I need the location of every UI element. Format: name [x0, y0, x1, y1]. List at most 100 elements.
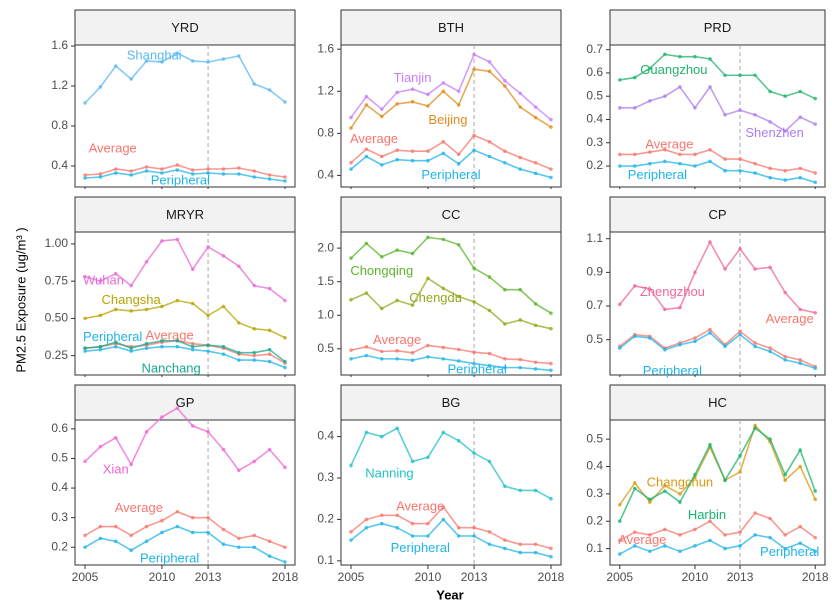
series-point — [753, 426, 757, 431]
series-point — [617, 106, 622, 110]
series-point — [708, 519, 712, 524]
series-point — [441, 151, 446, 156]
series-point — [723, 113, 727, 117]
series-point — [395, 157, 399, 162]
series-point — [768, 349, 772, 354]
series-point — [549, 311, 553, 316]
series-point — [617, 552, 622, 556]
series-point — [129, 169, 133, 173]
series-line — [619, 427, 816, 522]
series-point — [175, 509, 180, 514]
series-point — [798, 115, 802, 119]
series-point — [708, 327, 712, 332]
series-point — [798, 361, 802, 366]
series-point — [753, 423, 757, 428]
series-point — [83, 173, 87, 177]
series-point — [144, 539, 149, 544]
series-point — [753, 267, 757, 271]
y-tick-label: 0.5 — [586, 88, 603, 102]
series-line — [619, 240, 816, 314]
series-point — [783, 472, 787, 477]
series-point — [738, 332, 742, 337]
series-label: Peripheral — [643, 363, 702, 378]
y-tick-label: 0.1 — [586, 541, 603, 555]
series-point — [283, 365, 287, 370]
series-point — [83, 101, 87, 105]
series-line — [619, 148, 816, 174]
panel-title: HC — [708, 395, 727, 410]
y-tick-label: 0.5 — [317, 341, 334, 355]
y-tick-label: 0.6 — [586, 65, 603, 79]
series-point — [175, 168, 180, 172]
series-point — [364, 147, 369, 151]
series-point — [426, 534, 430, 538]
y-tick-label: 0.3 — [51, 510, 68, 524]
series-point — [723, 157, 727, 161]
series-point — [441, 286, 446, 291]
series-point — [487, 351, 492, 356]
series-point — [349, 298, 353, 302]
panel-title: BG — [442, 395, 461, 410]
series-point — [83, 545, 87, 550]
series-point — [221, 167, 226, 171]
series-point — [426, 235, 430, 240]
series-point — [813, 497, 818, 502]
series-line — [350, 518, 552, 558]
series-point — [410, 534, 415, 538]
series-line — [619, 53, 816, 100]
series-point — [549, 167, 553, 171]
series-label: Peripheral — [421, 167, 480, 182]
series-line — [84, 299, 286, 339]
series-point — [364, 154, 369, 159]
series-point — [441, 81, 446, 85]
y-tick-label: 0.6 — [51, 421, 68, 435]
series-point — [221, 304, 226, 309]
series-point — [379, 357, 384, 361]
series-point — [379, 114, 384, 119]
series-point — [441, 89, 446, 94]
series-point — [379, 107, 384, 111]
plot-area — [609, 44, 826, 188]
series-point — [349, 161, 353, 165]
series-point — [83, 349, 87, 353]
series-point — [144, 165, 149, 169]
series-point — [472, 52, 476, 57]
series-point — [518, 318, 523, 322]
series-point — [472, 525, 476, 530]
series-point — [678, 342, 682, 347]
series-point — [267, 447, 272, 452]
series-point — [503, 84, 507, 88]
strip — [74, 196, 296, 233]
series-point — [160, 530, 164, 535]
series-point — [648, 66, 652, 71]
y-tick-label: 2.0 — [317, 240, 334, 254]
series-point — [206, 349, 210, 353]
series-point — [617, 346, 622, 350]
series-point — [267, 539, 272, 544]
series-point — [663, 94, 667, 99]
series-point — [237, 54, 241, 58]
series-point — [252, 169, 257, 173]
y-tick-label: 0.3 — [586, 486, 603, 500]
series-label: Average — [146, 328, 194, 343]
y-tick-label: 0.5 — [586, 431, 603, 445]
series-label: Peripheral — [448, 362, 507, 377]
series-label: Peripheral — [83, 329, 142, 344]
series-point — [160, 518, 164, 523]
series-point — [549, 326, 553, 331]
series-point — [98, 172, 103, 176]
series-label: Changchun — [647, 474, 714, 489]
series-point — [160, 60, 164, 64]
series-point — [738, 329, 742, 334]
series-point — [190, 341, 195, 346]
series-point — [283, 560, 287, 564]
series-point — [379, 306, 384, 311]
series-point — [518, 155, 523, 160]
series-point — [410, 87, 415, 91]
series-line — [619, 331, 816, 370]
series-point — [252, 327, 257, 331]
y-tick-label: 0.8 — [317, 126, 334, 140]
series-point — [783, 168, 787, 173]
series-point — [379, 521, 384, 526]
series-point — [379, 434, 384, 439]
